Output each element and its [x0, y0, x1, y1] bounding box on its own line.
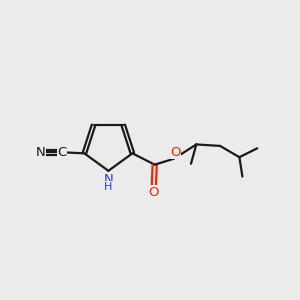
Text: H: H [104, 182, 112, 192]
Text: C: C [57, 146, 67, 159]
Text: O: O [170, 146, 181, 159]
Text: N: N [103, 172, 113, 186]
Text: N: N [36, 146, 46, 159]
Text: O: O [148, 186, 159, 199]
